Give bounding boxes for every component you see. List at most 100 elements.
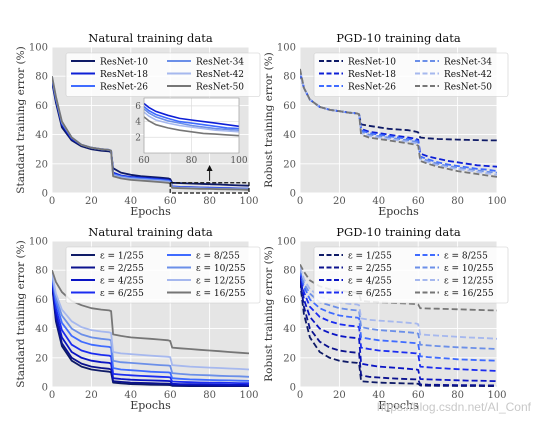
series-line — [300, 268, 497, 350]
y-tick-label: 0 — [290, 189, 296, 200]
inset-x-tick-label: 80 — [186, 156, 198, 166]
legend-entry: ε = 10/255 — [196, 264, 246, 274]
x-tick-label: 60 — [412, 196, 425, 207]
legend-entry: ε = 4/255 — [348, 277, 392, 287]
x-tick-label: 100 — [239, 196, 258, 207]
legend-box — [313, 52, 509, 97]
x-axis-label: Epochs — [130, 205, 171, 218]
x-tick-label: 0 — [297, 390, 303, 401]
inset-x-tick-label: 60 — [138, 156, 150, 166]
y-tick-label: 20 — [35, 353, 48, 364]
chart-title: PGD-10 training data — [336, 31, 461, 45]
series-group — [52, 76, 249, 191]
x-axis-label: Epochs — [378, 205, 419, 218]
inset-series-line — [144, 111, 239, 133]
legend-box — [65, 246, 261, 304]
y-tick-label: 100 — [277, 43, 296, 54]
y-tick-label: 100 — [277, 237, 296, 248]
y-tick-label: 20 — [35, 159, 48, 170]
x-tick-label: 100 — [487, 196, 506, 207]
legend-entry: ResNet-18 — [100, 70, 148, 80]
series-line — [300, 274, 497, 383]
series-line — [52, 274, 249, 378]
chart-panel-1: 0 20 40 60 80 100 0 20 40 60 80 100 Natural training… — [15, 31, 261, 218]
y-tick-label: 40 — [283, 130, 296, 141]
series-line — [300, 269, 497, 362]
legend-entry: ε = 16/255 — [196, 289, 246, 299]
inset-series-line — [144, 108, 239, 131]
y-tick-label: 40 — [35, 324, 48, 335]
legend-entry: ResNet-42 — [444, 70, 492, 80]
x-tick-label: 60 — [412, 390, 425, 401]
x-tick-label: 20 — [333, 390, 346, 401]
y-axis-label: Standard training error (%) — [15, 240, 27, 387]
legend-entry: ResNet-10 — [348, 58, 396, 68]
inset-frame — [143, 97, 240, 154]
series-line — [300, 271, 497, 372]
inset-series-line — [144, 116, 239, 137]
legend-entry: ε = 16/255 — [444, 289, 494, 299]
legend-entry: ε = 12/255 — [196, 277, 246, 287]
legend-entry: ε = 10/255 — [444, 264, 494, 274]
legend-box — [313, 246, 509, 304]
y-tick-label: 100 — [29, 237, 48, 248]
inset-y-tick-label: 4 — [135, 118, 141, 128]
x-tick-label: 80 — [203, 390, 216, 401]
y-tick-label: 60 — [283, 295, 296, 306]
series-line — [300, 71, 497, 168]
inset-x-tick-label: 100 — [230, 156, 247, 166]
legend-entry: ResNet-50 — [196, 83, 244, 93]
x-axis-label: Epochs — [130, 399, 171, 412]
legend-entry: ResNet-50 — [444, 83, 492, 93]
x-tick-label: 100 — [487, 390, 506, 401]
y-tick-label: 80 — [35, 266, 48, 277]
y-tick-label: 0 — [42, 189, 48, 200]
y-tick-label: 80 — [283, 72, 296, 83]
y-tick-label: 40 — [35, 130, 48, 141]
chart-panel-2: 0 20 40 60 80 100 0 20 40 60 80 100 PGD-10 training … — [263, 31, 509, 218]
legend-entry: ResNet-34 — [196, 58, 244, 68]
legend-entry: ε = 1/255 — [348, 252, 392, 262]
inset-series-group — [144, 102, 239, 137]
series-line — [300, 278, 497, 387]
x-tick-label: 60 — [164, 390, 177, 401]
y-tick-label: 60 — [35, 101, 48, 112]
inset-plot: 60 80 100 2 4 6 — [135, 97, 250, 194]
chart-title: Natural training data — [88, 31, 213, 45]
chart-panel-3: 0 20 40 60 80 100 0 20 40 60 80 100 Natural training… — [15, 225, 261, 412]
series-line — [300, 71, 497, 172]
y-tick-label: 0 — [42, 383, 48, 394]
x-tick-label: 40 — [372, 390, 385, 401]
series-line — [52, 277, 249, 385]
y-axis-label: Robust training error (%) — [263, 52, 275, 188]
y-tick-label: 20 — [283, 159, 296, 170]
series-line — [52, 269, 249, 355]
y-tick-label: 60 — [35, 295, 48, 306]
legend-box — [65, 52, 261, 97]
series-group — [52, 269, 249, 387]
x-tick-label: 0 — [49, 196, 55, 207]
x-tick-label: 40 — [124, 196, 137, 207]
inset-y-tick-label: 6 — [135, 102, 141, 112]
x-tick-label: 60 — [164, 196, 177, 207]
legend-entry: ε = 8/255 — [444, 252, 488, 262]
legend-entry: ε = 6/255 — [100, 289, 144, 299]
legend-entry: ResNet-42 — [196, 70, 244, 80]
x-tick-label: 100 — [239, 390, 258, 401]
zoom-arrow-head — [206, 165, 213, 171]
inset-series-line — [144, 102, 239, 128]
chart-title: PGD-10 training data — [336, 225, 461, 239]
legend-entry: ResNet-26 — [348, 83, 396, 93]
x-tick-label: 40 — [372, 196, 385, 207]
series-line — [52, 275, 249, 382]
legend-entry: ε = 8/255 — [196, 252, 240, 262]
legend-entry: ResNet-10 — [100, 58, 148, 68]
x-tick-label: 20 — [85, 390, 98, 401]
series-line — [52, 283, 249, 387]
series-line — [52, 280, 249, 386]
inset-y-tick-label: 2 — [135, 133, 141, 143]
legend-entry: ResNet-26 — [100, 83, 148, 93]
series-line — [300, 68, 497, 178]
inset-series-line — [144, 105, 239, 130]
chart-title: Natural training data — [88, 225, 213, 239]
